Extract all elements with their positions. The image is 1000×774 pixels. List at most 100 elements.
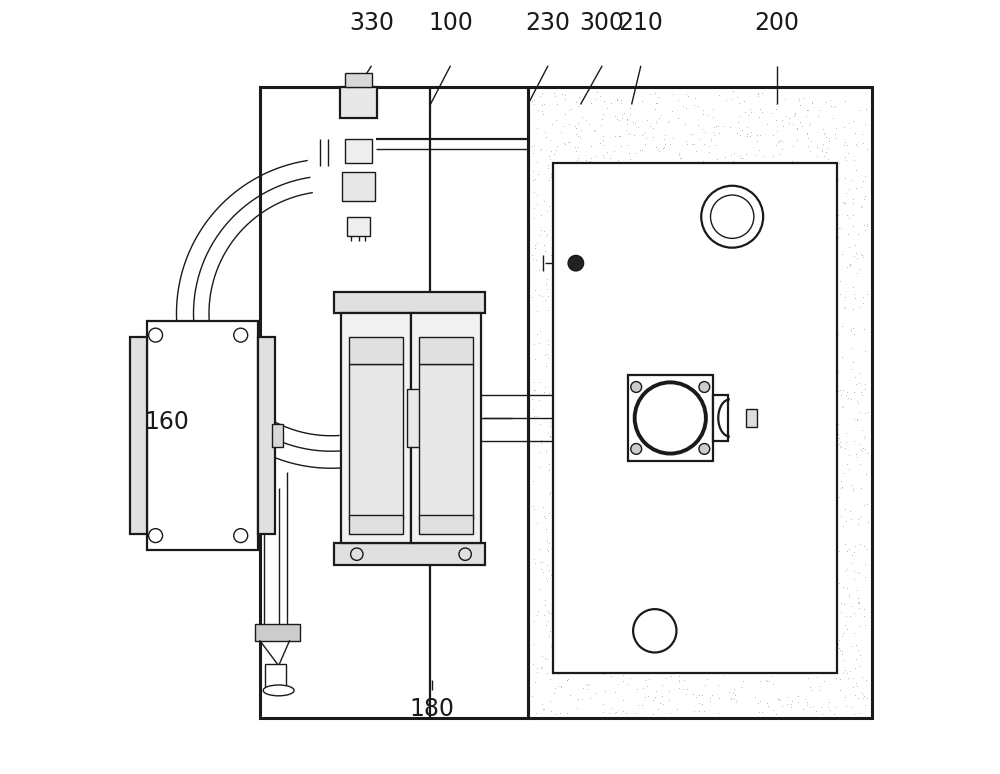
Point bbox=[724, 622, 740, 635]
Point bbox=[604, 355, 620, 368]
Point bbox=[727, 599, 743, 611]
Point bbox=[773, 303, 789, 316]
Point bbox=[669, 703, 685, 715]
Point bbox=[700, 476, 716, 488]
Point bbox=[859, 543, 875, 555]
Point bbox=[639, 539, 655, 552]
Point bbox=[798, 446, 814, 458]
Point bbox=[607, 110, 623, 122]
Point bbox=[769, 489, 785, 502]
Point bbox=[674, 158, 690, 170]
Point bbox=[784, 572, 800, 584]
Point bbox=[636, 665, 652, 677]
Point bbox=[653, 370, 669, 382]
Point bbox=[675, 594, 691, 606]
Point bbox=[620, 336, 636, 348]
Point bbox=[734, 456, 750, 468]
Point bbox=[531, 446, 547, 458]
Point bbox=[849, 396, 865, 408]
Point bbox=[711, 440, 727, 453]
Point bbox=[642, 556, 658, 568]
Point bbox=[579, 550, 595, 563]
Point bbox=[654, 632, 670, 645]
Point bbox=[797, 694, 813, 706]
Point bbox=[837, 663, 853, 676]
Point bbox=[625, 487, 641, 499]
Point bbox=[830, 328, 846, 341]
Point bbox=[710, 523, 726, 536]
Point bbox=[596, 610, 612, 622]
Point bbox=[665, 214, 681, 226]
Point bbox=[642, 88, 658, 101]
Point bbox=[812, 104, 828, 116]
Point bbox=[624, 156, 640, 169]
Point bbox=[570, 515, 586, 528]
Point bbox=[795, 399, 811, 411]
Point bbox=[841, 449, 857, 461]
Point bbox=[827, 536, 843, 548]
Point bbox=[679, 220, 695, 232]
Point bbox=[653, 644, 669, 656]
Point bbox=[827, 128, 843, 141]
Point bbox=[744, 483, 760, 495]
Point bbox=[781, 625, 797, 637]
Point bbox=[787, 108, 803, 120]
Point bbox=[595, 149, 611, 161]
Point bbox=[790, 481, 806, 493]
Point bbox=[569, 702, 585, 714]
Point bbox=[630, 226, 646, 238]
Point bbox=[554, 368, 570, 380]
Point bbox=[742, 562, 758, 574]
Point bbox=[802, 358, 818, 370]
Point bbox=[738, 356, 754, 368]
Point bbox=[566, 503, 582, 515]
Point bbox=[685, 687, 701, 700]
Point bbox=[652, 622, 668, 635]
Point bbox=[780, 354, 796, 367]
Point bbox=[795, 222, 811, 235]
Point bbox=[590, 523, 606, 536]
Point bbox=[693, 385, 709, 397]
Point bbox=[813, 179, 829, 191]
Point bbox=[526, 187, 542, 199]
Point bbox=[641, 286, 657, 299]
Point bbox=[553, 660, 569, 673]
Point bbox=[560, 135, 576, 148]
Point bbox=[629, 176, 645, 189]
Point bbox=[741, 109, 757, 122]
Point bbox=[775, 605, 791, 618]
Point bbox=[618, 615, 634, 627]
Point bbox=[601, 578, 617, 591]
Point bbox=[616, 247, 632, 259]
Point bbox=[722, 608, 738, 621]
Point bbox=[623, 180, 639, 193]
Point bbox=[800, 104, 816, 117]
Point bbox=[658, 368, 674, 380]
Point bbox=[735, 418, 751, 430]
Point bbox=[570, 170, 586, 183]
Point bbox=[828, 132, 844, 144]
Point bbox=[787, 504, 803, 516]
Point bbox=[577, 477, 593, 489]
Point bbox=[702, 694, 718, 707]
Bar bbox=[349, 337, 403, 364]
Point bbox=[573, 557, 589, 569]
Point bbox=[613, 139, 629, 152]
Point bbox=[546, 578, 562, 591]
Point bbox=[641, 320, 657, 333]
Point bbox=[723, 693, 739, 705]
Point bbox=[824, 331, 840, 344]
Point bbox=[577, 408, 593, 420]
Point bbox=[736, 95, 752, 108]
Point bbox=[577, 286, 593, 298]
Point bbox=[613, 444, 629, 457]
Point bbox=[782, 565, 798, 577]
Point bbox=[535, 255, 551, 267]
Point bbox=[764, 262, 780, 274]
Point bbox=[593, 573, 609, 585]
Point bbox=[628, 147, 644, 159]
Point bbox=[801, 482, 817, 495]
Point bbox=[833, 389, 849, 401]
Point bbox=[581, 635, 597, 648]
Point bbox=[782, 207, 798, 219]
